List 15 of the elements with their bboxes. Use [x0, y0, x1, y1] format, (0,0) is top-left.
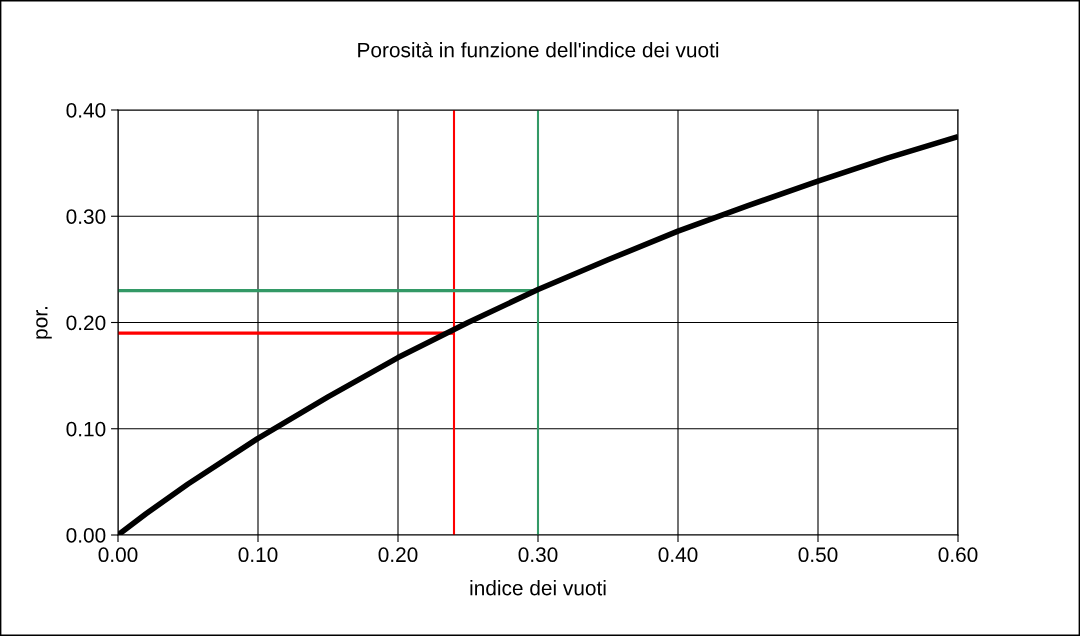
y-tick-label: 0.00	[66, 528, 106, 543]
y-tick-label: 0.10	[66, 421, 106, 437]
y-tick-label: 0.20	[66, 315, 106, 331]
x-tick-label: 0.40	[658, 547, 698, 563]
y-tick-label: 0.30	[66, 209, 106, 224]
x-tick-label: 0.10	[238, 547, 278, 563]
y-tick-label: 0.40	[66, 103, 106, 118]
x-tick-label: 0.60	[938, 547, 978, 563]
x-tick-label: 0.00	[98, 547, 138, 563]
x-tick-label: 0.50	[798, 547, 838, 563]
x-axis-title: indice dei vuoti	[470, 580, 606, 596]
chart-title: Porosità in funzione dell'indice dei vuoti	[358, 41, 719, 58]
x-tick-label: 0.30	[518, 547, 558, 563]
x-tick-label: 0.20	[378, 547, 418, 563]
y-axis-title: por.	[36, 307, 52, 339]
